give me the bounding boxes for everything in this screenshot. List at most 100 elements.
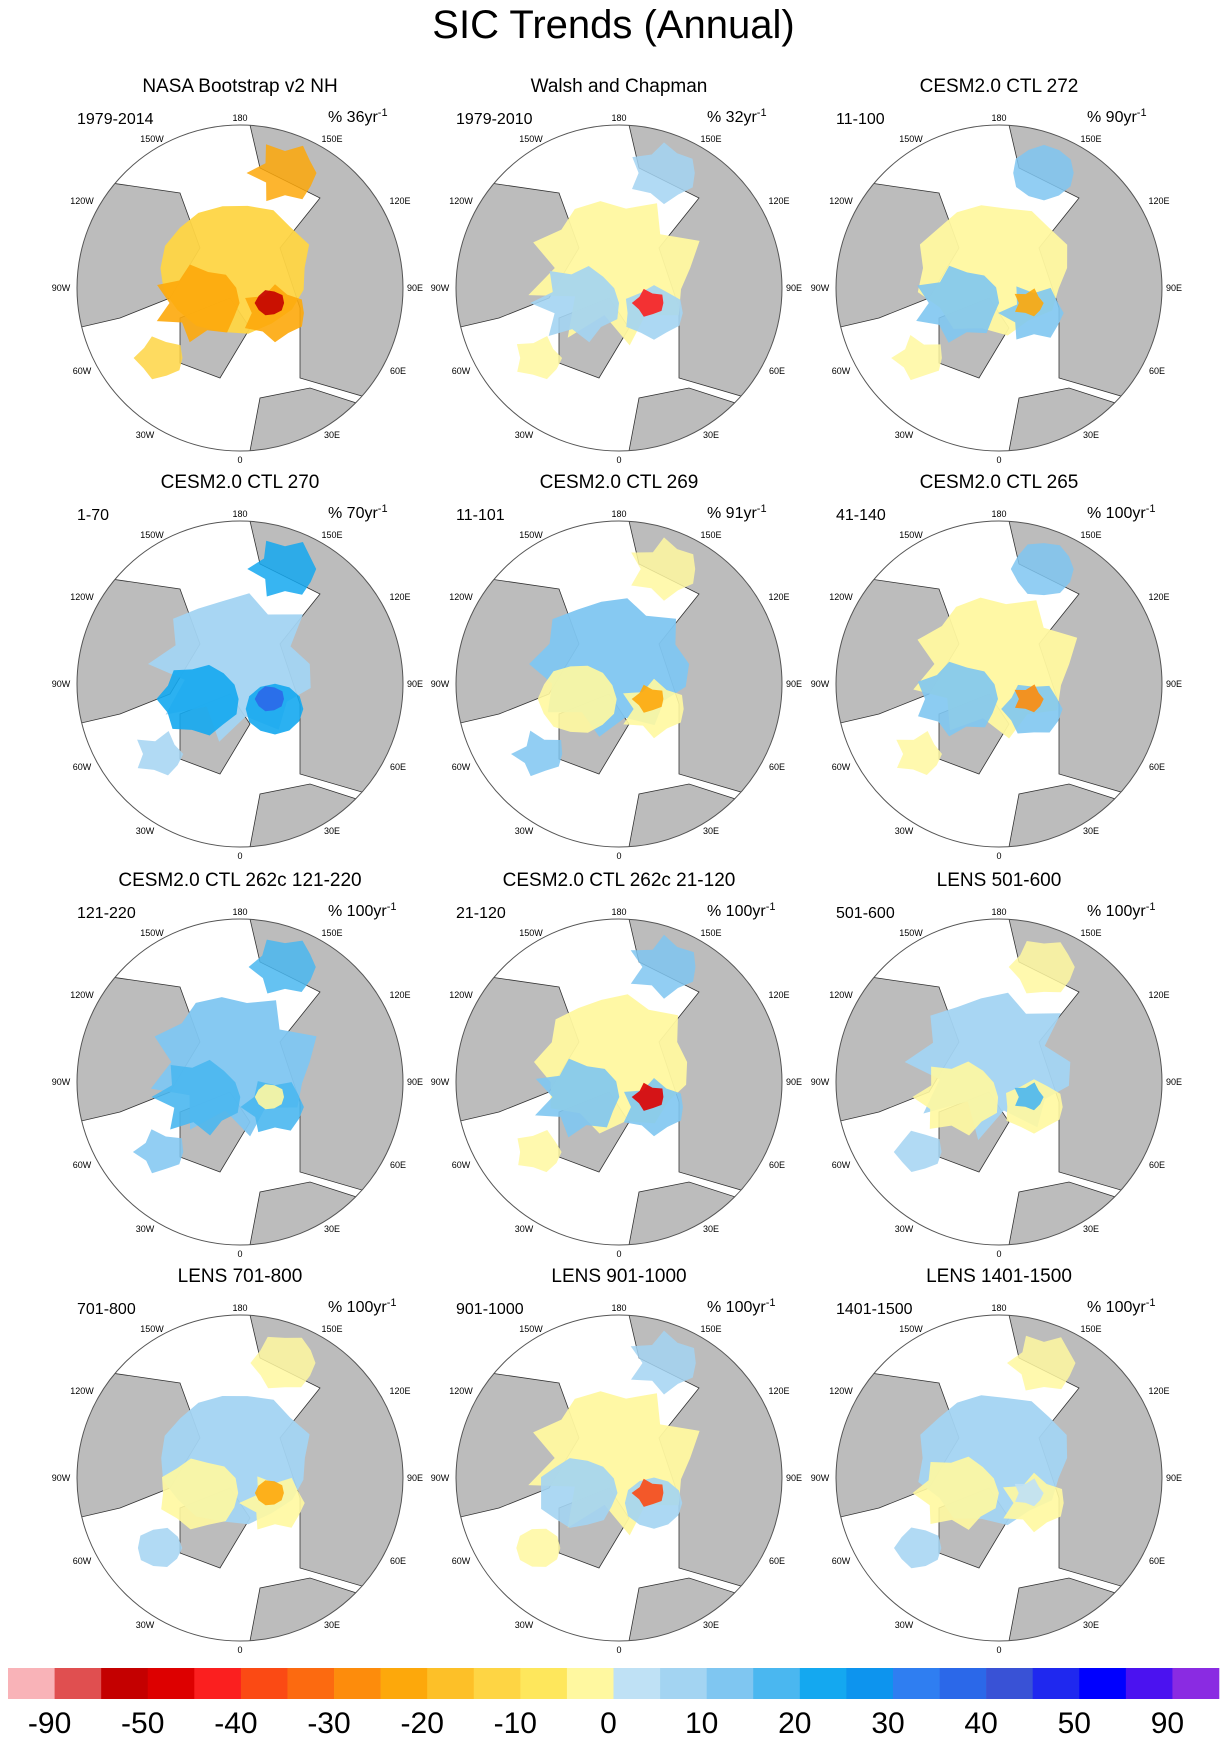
longitude-label: 120W	[70, 196, 94, 206]
longitude-label: 90E	[1166, 283, 1182, 293]
longitude-label: 150E	[700, 134, 721, 144]
longitude-label: 60E	[769, 1556, 785, 1566]
longitude-label: 60W	[832, 1160, 851, 1170]
longitude-label: 30E	[1083, 1224, 1099, 1234]
sea-ice-trend-field	[1007, 1335, 1076, 1391]
longitude-label: 30W	[136, 1620, 155, 1630]
colorbar-swatch	[939, 1668, 987, 1699]
sea-ice-trend-field	[156, 264, 240, 343]
longitude-label: 90E	[786, 679, 802, 689]
colorbar-swatch	[1079, 1668, 1127, 1699]
longitude-label: 150E	[321, 1324, 342, 1334]
sea-ice-trend-field	[250, 1336, 316, 1389]
longitude-label: 180	[611, 113, 626, 123]
panel-scale: % 100yr-1	[1087, 901, 1155, 920]
colorbar-label: 10	[685, 1707, 718, 1738]
longitude-label: 0	[237, 851, 242, 861]
map-panel: CESM2.0 CTL 269 11-101 % 91yr-1 180 0 150W 120…	[431, 472, 802, 861]
longitude-label: 150E	[700, 1324, 721, 1334]
longitude-label: 150W	[519, 530, 543, 540]
longitude-label: 0	[996, 851, 1001, 861]
panel-title: LENS 1401-1500	[926, 1266, 1072, 1287]
colorbar-swatch	[8, 1668, 55, 1699]
panel-scale: % 70yr-1	[328, 503, 388, 522]
longitude-label: 60E	[390, 762, 406, 772]
longitude-label: 90W	[431, 1473, 450, 1483]
longitude-label: 0	[996, 455, 1001, 465]
sea-ice-trend-field	[631, 684, 664, 713]
longitude-label: 0	[237, 1249, 242, 1259]
longitude-label: 30E	[324, 1224, 340, 1234]
longitude-label: 60E	[769, 366, 785, 376]
longitude-label: 60W	[452, 366, 471, 376]
sea-ice-trend-field	[248, 939, 316, 994]
longitude-label: 150W	[899, 134, 923, 144]
colorbar-swatch	[753, 1668, 801, 1699]
sea-ice-trend-field	[151, 1059, 241, 1136]
longitude-label: 60E	[769, 762, 785, 772]
longitude-label: 150W	[140, 134, 164, 144]
panel-period: 11-101	[456, 507, 505, 524]
colorbar-swatch	[660, 1668, 707, 1699]
longitude-label: 30E	[324, 430, 340, 440]
longitude-label: 90W	[52, 1077, 71, 1087]
map-border	[835, 1314, 1163, 1642]
longitude-label: 150E	[321, 530, 342, 540]
longitude-label: 90W	[811, 679, 830, 689]
longitude-label: 30W	[136, 430, 155, 440]
longitude-label: 60E	[390, 1160, 406, 1170]
longitude-label: 150W	[140, 530, 164, 540]
longitude-label: 120W	[449, 196, 473, 206]
sea-ice-trend-field	[137, 1527, 183, 1567]
panel-title: CESM2.0 CTL 270	[161, 472, 320, 493]
longitude-label: 90W	[52, 679, 71, 689]
longitude-label: 30E	[1083, 1620, 1099, 1630]
colorbar-label: 20	[778, 1707, 811, 1738]
longitude-label: 30W	[895, 1224, 914, 1234]
longitude-label: 90W	[52, 1473, 71, 1483]
panel-scale: % 32yr-1	[707, 107, 767, 126]
longitude-label: 120W	[829, 990, 853, 1000]
longitude-label: 30E	[1083, 430, 1099, 440]
sea-ice-trend-field	[541, 1458, 618, 1528]
sea-ice-trend-field	[896, 731, 942, 775]
longitude-label: 60E	[769, 1160, 785, 1170]
colorbar-swatch	[520, 1668, 568, 1699]
longitude-label: 90W	[52, 283, 71, 293]
longitude-label: 150E	[1080, 530, 1101, 540]
sea-ice-trend-field	[630, 1330, 696, 1395]
sea-ice-trend-field	[1014, 288, 1044, 317]
colorbar-label: -50	[121, 1707, 164, 1738]
longitude-label: 150W	[140, 1324, 164, 1334]
longitude-label: 90E	[407, 1077, 423, 1087]
sea-ice-trend-field	[632, 142, 695, 205]
map-panel: CESM2.0 CTL 265 41-140 % 100yr-1 180 0 150W 12…	[811, 472, 1182, 861]
panel-period: 901-1000	[456, 1301, 524, 1318]
longitude-label: 120W	[449, 990, 473, 1000]
longitude-label: 180	[232, 509, 247, 519]
colorbar-swatch	[147, 1668, 195, 1699]
colorbar-label: -40	[214, 1707, 257, 1738]
sea-ice-trend-field	[517, 1130, 562, 1173]
longitude-label: 30W	[515, 1620, 534, 1630]
longitude-label: 150E	[1080, 1324, 1101, 1334]
panel-scale: % 100yr-1	[1087, 1297, 1155, 1316]
map-border	[455, 918, 783, 1246]
sea-ice-trend-field	[516, 1528, 561, 1567]
sea-ice-trend-field	[511, 730, 563, 777]
longitude-label: 0	[616, 1645, 621, 1655]
colorbar-swatch	[1125, 1668, 1173, 1699]
longitude-label: 60W	[452, 1556, 471, 1566]
sea-ice-trend-field	[631, 1478, 664, 1507]
map-panel: LENS 1401-1500 1401-1500 % 100yr-1 180 0 150W…	[811, 1266, 1182, 1655]
longitude-label: 120E	[1148, 1386, 1169, 1396]
map-border	[76, 918, 404, 1246]
panel-period: 701-800	[77, 1301, 136, 1318]
longitude-label: 120E	[768, 592, 789, 602]
longitude-label: 150E	[700, 928, 721, 938]
panel-period: 11-100	[836, 111, 885, 128]
sea-ice-trend-field	[631, 1082, 664, 1111]
sea-ice-trend-field	[254, 1084, 284, 1110]
map-panel: CESM2.0 CTL 272 11-100 % 90yr-1 180 0 150W 120…	[811, 76, 1182, 465]
